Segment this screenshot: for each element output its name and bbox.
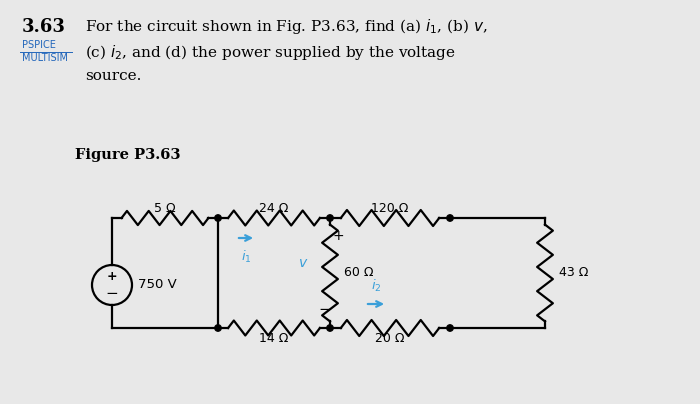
Text: −: − xyxy=(318,303,331,318)
Circle shape xyxy=(215,215,221,221)
Text: +: + xyxy=(106,271,118,284)
Text: 120 Ω: 120 Ω xyxy=(371,202,409,215)
Text: MULTISIM: MULTISIM xyxy=(22,53,68,63)
Text: For the circuit shown in Fig. P3.63, find (a) $i_1$, (b) $v$,: For the circuit shown in Fig. P3.63, fin… xyxy=(85,17,487,36)
Text: −: − xyxy=(106,286,118,301)
Text: 14 Ω: 14 Ω xyxy=(259,332,288,345)
Text: $i_1$: $i_1$ xyxy=(241,249,251,265)
Circle shape xyxy=(447,325,453,331)
Circle shape xyxy=(215,325,221,331)
Text: Figure P3.63: Figure P3.63 xyxy=(75,148,181,162)
Text: 43 Ω: 43 Ω xyxy=(559,267,589,280)
Text: 60 Ω: 60 Ω xyxy=(344,267,374,280)
Text: source.: source. xyxy=(85,69,141,83)
Text: 3.63: 3.63 xyxy=(22,18,66,36)
Text: +: + xyxy=(332,229,344,243)
Text: 20 Ω: 20 Ω xyxy=(375,332,405,345)
Circle shape xyxy=(327,325,333,331)
Text: 750 V: 750 V xyxy=(138,278,176,292)
Text: 5 Ω: 5 Ω xyxy=(154,202,176,215)
Text: $i_2$: $i_2$ xyxy=(371,278,382,294)
Text: (c) $i_2$, and (d) the power supplied by the voltage: (c) $i_2$, and (d) the power supplied by… xyxy=(85,43,456,62)
Circle shape xyxy=(327,215,333,221)
Text: $v$: $v$ xyxy=(298,256,308,270)
Text: PSPICE: PSPICE xyxy=(22,40,56,50)
Circle shape xyxy=(447,215,453,221)
Text: 24 Ω: 24 Ω xyxy=(259,202,288,215)
